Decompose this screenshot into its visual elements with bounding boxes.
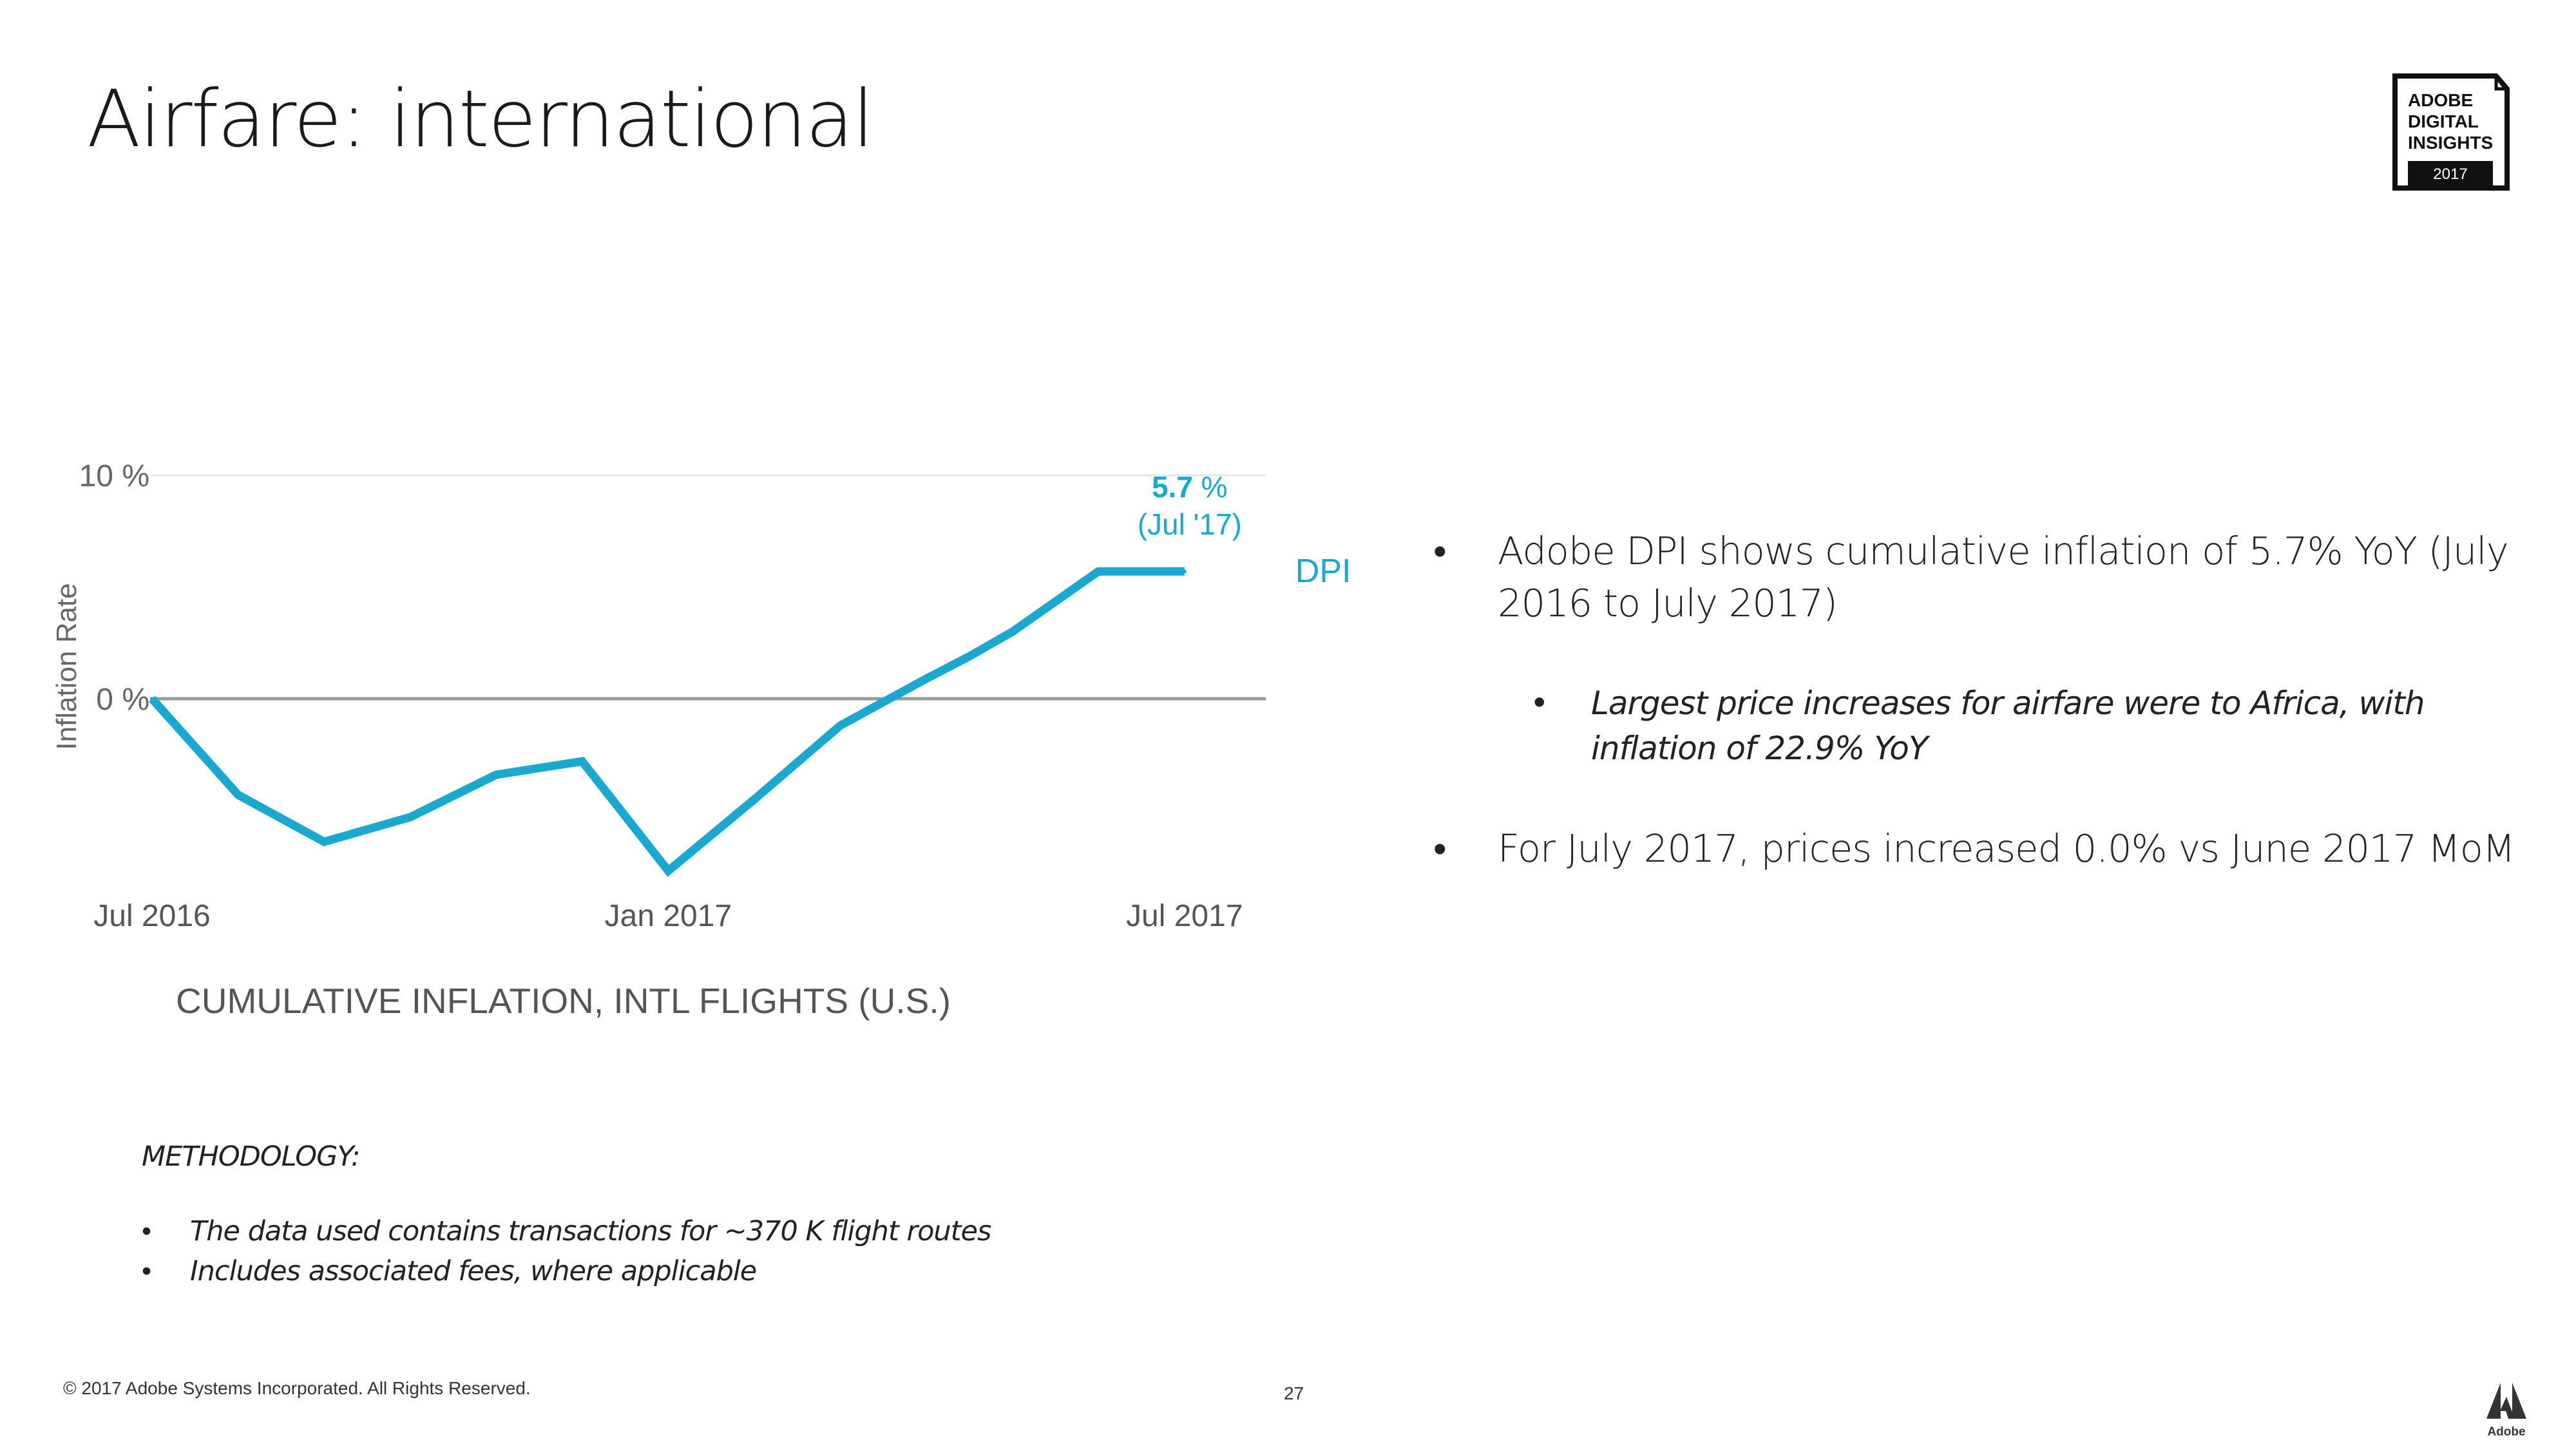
data-point xyxy=(494,772,499,777)
series-label-dpi: DPI xyxy=(1295,553,1351,590)
chart-series xyxy=(149,567,1187,877)
data-point xyxy=(1096,569,1101,574)
inflation-line-chart: 10 % 0 % Jul 2016 Jan 2017 Jul 2017 Inflation… xyxy=(51,459,1351,1021)
chart-axis-labels: 10 % 0 % Jul 2016 Jan 2017 Jul 2017 Inflation… xyxy=(51,459,1243,933)
x-tick-label: Jan 2017 xyxy=(605,899,732,933)
peak-value-number: 5.7 xyxy=(1152,470,1193,504)
series-line-dpi xyxy=(149,567,1185,877)
badge-fold-icon xyxy=(2494,76,2507,91)
finding-text-2: For July 2017, prices increased 0.0% vs … xyxy=(1498,826,2515,871)
adobe-digital-insights-badge: ADOBE DIGITAL INSIGHTS 2017 xyxy=(2392,73,2510,191)
adobe-wordmark: Adobe xyxy=(2487,1425,2525,1438)
chart-annotations: DPI 5.7 %(Jul '17) xyxy=(1138,470,1351,590)
badge-year-band xyxy=(2408,161,2493,185)
adobe-logo: Adobe xyxy=(2486,1383,2526,1438)
x-tick-label: Jul 2016 xyxy=(93,899,210,933)
finding-bullet-1: • Adobe DPI shows cumulative inflation o… xyxy=(1433,525,2554,629)
data-point xyxy=(150,697,154,701)
badge-outline-icon xyxy=(2392,73,2510,191)
methodology-heading: METHODOLOGY: xyxy=(142,1141,361,1173)
data-point xyxy=(1182,569,1187,574)
data-point xyxy=(580,759,584,764)
bullet-dot: • xyxy=(142,1215,151,1247)
peak-value-label: 5.7 % xyxy=(1152,470,1228,504)
methodology-text-2: Includes associated fees, where applicab… xyxy=(190,1255,757,1287)
finding-sub-bullet: • Largest price increases for airfare we… xyxy=(1530,681,2554,771)
methodology-notes: METHODOLOGY: • The data used contains tr… xyxy=(142,1137,1237,1291)
bullet-dot: • xyxy=(1433,826,1447,871)
bullet-dot: • xyxy=(1530,685,1549,722)
peak-date-label: (Jul '17) xyxy=(1138,507,1242,541)
y-tick-label: 0 % xyxy=(96,683,149,717)
badge-line3: INSIGHTS xyxy=(2408,133,2493,153)
page-number: 27 xyxy=(1284,1383,1304,1403)
data-point xyxy=(666,869,671,873)
data-point xyxy=(924,676,929,681)
data-point xyxy=(322,840,327,844)
copyright-notice: © 2017 Adobe Systems Incorporated. All R… xyxy=(63,1378,531,1398)
badge-line1: ADOBE xyxy=(2408,90,2473,110)
bullet-dot: • xyxy=(142,1255,151,1287)
x-tick-label: Jul 2017 xyxy=(1126,899,1243,933)
chart-title: CUMULATIVE INFLATION, INTL FLIGHTS (U.S.… xyxy=(176,981,951,1021)
y-axis-label: Inflation Rate xyxy=(51,583,82,750)
methodology-text-1: The data used contains transactions for … xyxy=(190,1215,991,1247)
data-point xyxy=(752,797,756,802)
badge-line2: DIGITAL xyxy=(2408,111,2479,131)
data-point xyxy=(236,793,240,797)
page-title: Airfare: international xyxy=(87,73,874,165)
key-findings: • Adobe DPI shows cumulative inflation o… xyxy=(1433,525,2554,875)
finding-text-1: Adobe DPI shows cumulative inflation of … xyxy=(1498,529,2509,625)
adobe-a-icon xyxy=(2486,1383,2526,1419)
bullet-dot: • xyxy=(1433,529,1447,573)
finding-bullet-2: • For July 2017, prices increased 0.0% v… xyxy=(1433,822,2554,875)
data-point xyxy=(1010,629,1015,634)
data-point xyxy=(967,654,971,659)
y-tick-label: 10 % xyxy=(79,459,149,493)
methodology-item-1: • The data used contains transactions fo… xyxy=(142,1211,1237,1251)
methodology-item-2: • Includes associated fees, where applic… xyxy=(142,1251,1237,1291)
badge-year: 2017 xyxy=(2433,166,2467,183)
peak-value-unit: % xyxy=(1193,470,1228,504)
chart-gridlines xyxy=(152,474,1266,701)
data-point xyxy=(408,815,412,819)
data-point xyxy=(838,723,843,728)
finding-sub-text: Largest price increases for airfare were… xyxy=(1591,685,2425,767)
